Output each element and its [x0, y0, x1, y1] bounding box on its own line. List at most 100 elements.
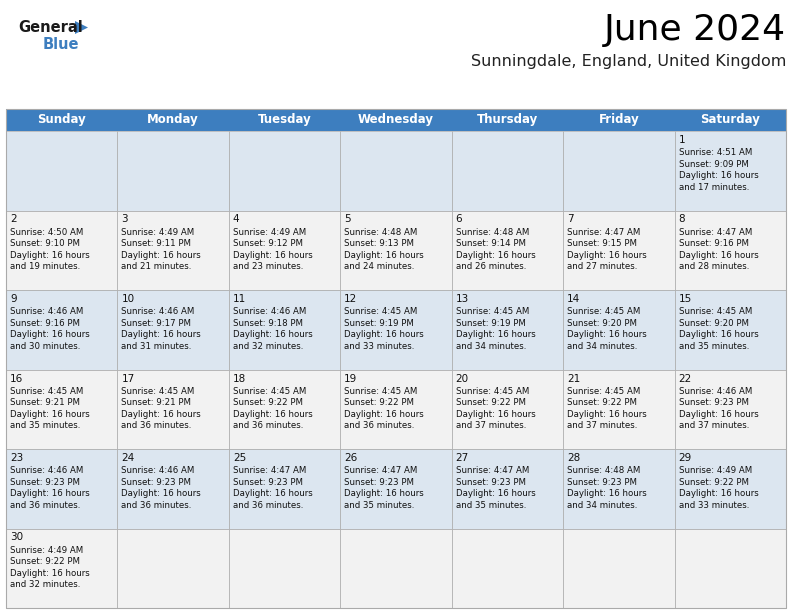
Text: Daylight: 16 hours: Daylight: 16 hours	[679, 171, 758, 180]
Text: Friday: Friday	[599, 113, 639, 127]
Text: and 31 minutes.: and 31 minutes.	[121, 341, 192, 351]
Text: 10: 10	[121, 294, 135, 304]
Text: 17: 17	[121, 373, 135, 384]
Text: and 35 minutes.: and 35 minutes.	[345, 501, 415, 510]
Text: and 36 minutes.: and 36 minutes.	[121, 421, 192, 430]
Bar	[6, 449, 117, 529]
Text: Blue: Blue	[43, 37, 79, 52]
Polygon shape	[75, 21, 88, 34]
Text: Daylight: 16 hours: Daylight: 16 hours	[345, 251, 424, 259]
Text: Daylight: 16 hours: Daylight: 16 hours	[567, 409, 647, 419]
Text: Sunset: 9:23 PM: Sunset: 9:23 PM	[121, 478, 192, 487]
Text: Daylight: 16 hours: Daylight: 16 hours	[10, 330, 89, 339]
Text: and 37 minutes.: and 37 minutes.	[455, 421, 526, 430]
Bar	[229, 131, 341, 211]
Text: Sunset: 9:16 PM: Sunset: 9:16 PM	[679, 239, 748, 248]
Text: and 32 minutes.: and 32 minutes.	[233, 341, 303, 351]
Text: Sunrise: 4:45 AM: Sunrise: 4:45 AM	[345, 387, 417, 396]
Text: Daylight: 16 hours: Daylight: 16 hours	[567, 251, 647, 259]
Bar	[341, 529, 451, 608]
Bar	[675, 449, 786, 529]
Text: Wednesday: Wednesday	[358, 113, 434, 127]
Text: Sunrise: 4:47 AM: Sunrise: 4:47 AM	[679, 228, 752, 237]
Text: Sunset: 9:23 PM: Sunset: 9:23 PM	[345, 478, 414, 487]
Text: Daylight: 16 hours: Daylight: 16 hours	[455, 409, 535, 419]
Text: and 33 minutes.: and 33 minutes.	[345, 341, 415, 351]
Text: Sunrise: 4:46 AM: Sunrise: 4:46 AM	[121, 466, 195, 476]
Bar	[675, 131, 786, 211]
Text: Sunrise: 4:49 AM: Sunrise: 4:49 AM	[233, 228, 306, 237]
Bar	[451, 211, 563, 290]
Text: and 34 minutes.: and 34 minutes.	[567, 341, 638, 351]
Bar	[117, 370, 229, 449]
Text: 5: 5	[345, 214, 351, 225]
Text: and 19 minutes.: and 19 minutes.	[10, 262, 80, 271]
Text: Sunset: 9:09 PM: Sunset: 9:09 PM	[679, 160, 748, 169]
Bar	[675, 529, 786, 608]
Text: Sunrise: 4:48 AM: Sunrise: 4:48 AM	[455, 228, 529, 237]
Text: June 2024: June 2024	[604, 13, 786, 47]
Bar	[229, 529, 341, 608]
Text: 3: 3	[121, 214, 128, 225]
Text: Sunrise: 4:45 AM: Sunrise: 4:45 AM	[567, 307, 641, 316]
Text: Sunset: 9:10 PM: Sunset: 9:10 PM	[10, 239, 80, 248]
Text: and 36 minutes.: and 36 minutes.	[233, 501, 303, 510]
Text: 2: 2	[10, 214, 17, 225]
Text: and 36 minutes.: and 36 minutes.	[345, 421, 415, 430]
Bar	[117, 131, 229, 211]
Text: Daylight: 16 hours: Daylight: 16 hours	[121, 489, 201, 498]
Bar	[563, 529, 675, 608]
Bar	[6, 290, 117, 370]
Text: and 37 minutes.: and 37 minutes.	[567, 421, 638, 430]
Text: Daylight: 16 hours: Daylight: 16 hours	[679, 409, 758, 419]
Text: Sunset: 9:22 PM: Sunset: 9:22 PM	[10, 557, 80, 566]
Text: Daylight: 16 hours: Daylight: 16 hours	[679, 251, 758, 259]
Text: and 17 minutes.: and 17 minutes.	[679, 183, 749, 192]
Text: Sunset: 9:15 PM: Sunset: 9:15 PM	[567, 239, 637, 248]
Bar	[229, 211, 341, 290]
Text: Sunset: 9:23 PM: Sunset: 9:23 PM	[10, 478, 80, 487]
Text: and 37 minutes.: and 37 minutes.	[679, 421, 749, 430]
Text: 14: 14	[567, 294, 581, 304]
Text: General: General	[18, 20, 82, 35]
Text: Monday: Monday	[147, 113, 199, 127]
Bar	[117, 290, 229, 370]
Text: and 36 minutes.: and 36 minutes.	[10, 501, 80, 510]
Text: 16: 16	[10, 373, 23, 384]
Text: Sunset: 9:18 PM: Sunset: 9:18 PM	[233, 319, 303, 327]
Text: 27: 27	[455, 453, 469, 463]
Text: Sunningdale, England, United Kingdom: Sunningdale, England, United Kingdom	[470, 54, 786, 69]
Text: Sunrise: 4:46 AM: Sunrise: 4:46 AM	[679, 387, 752, 396]
Text: and 34 minutes.: and 34 minutes.	[455, 341, 526, 351]
Text: Daylight: 16 hours: Daylight: 16 hours	[10, 569, 89, 578]
Text: and 33 minutes.: and 33 minutes.	[679, 501, 749, 510]
Text: Sunset: 9:20 PM: Sunset: 9:20 PM	[679, 319, 748, 327]
Text: Sunset: 9:21 PM: Sunset: 9:21 PM	[121, 398, 192, 407]
Text: 15: 15	[679, 294, 692, 304]
Text: Daylight: 16 hours: Daylight: 16 hours	[10, 409, 89, 419]
Text: Sunset: 9:19 PM: Sunset: 9:19 PM	[345, 319, 414, 327]
Text: 25: 25	[233, 453, 246, 463]
Text: 8: 8	[679, 214, 685, 225]
Bar	[341, 370, 451, 449]
Text: Sunrise: 4:49 AM: Sunrise: 4:49 AM	[679, 466, 752, 476]
Text: Sunday: Sunday	[37, 113, 86, 127]
Bar	[6, 109, 786, 608]
Text: and 36 minutes.: and 36 minutes.	[233, 421, 303, 430]
Text: Daylight: 16 hours: Daylight: 16 hours	[345, 409, 424, 419]
Text: 23: 23	[10, 453, 23, 463]
Text: Daylight: 16 hours: Daylight: 16 hours	[455, 251, 535, 259]
Text: Sunset: 9:23 PM: Sunset: 9:23 PM	[233, 478, 303, 487]
Text: 6: 6	[455, 214, 463, 225]
Text: Sunrise: 4:50 AM: Sunrise: 4:50 AM	[10, 228, 83, 237]
Bar	[117, 211, 229, 290]
Text: Daylight: 16 hours: Daylight: 16 hours	[233, 409, 313, 419]
Bar	[6, 131, 117, 211]
Text: 21: 21	[567, 373, 581, 384]
Text: Thursday: Thursday	[477, 113, 538, 127]
Text: Sunrise: 4:45 AM: Sunrise: 4:45 AM	[455, 307, 529, 316]
Bar	[229, 449, 341, 529]
Bar	[451, 449, 563, 529]
Bar	[6, 211, 117, 290]
Bar	[563, 449, 675, 529]
